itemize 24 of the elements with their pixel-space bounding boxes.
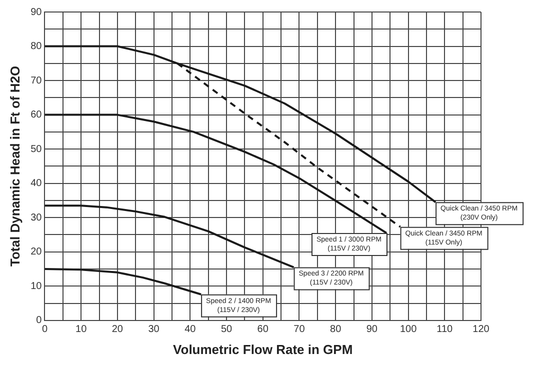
x-tick-label: 60: [257, 324, 269, 336]
y-axis-title: Total Dynamic Head in Ft of H2O: [7, 66, 22, 266]
x-tick-label: 40: [184, 324, 196, 336]
y-tick-label: 90: [30, 6, 42, 18]
x-tick-label: 110: [436, 324, 454, 336]
y-tick-label: 40: [30, 178, 42, 190]
x-tick-label: 30: [148, 324, 160, 336]
x-tick-label: 120: [472, 324, 490, 336]
x-tick-label: 80: [330, 324, 342, 336]
x-tick-label: 10: [76, 324, 88, 336]
y-tick-label: 70: [30, 75, 42, 86]
y-tick-label: 50: [30, 144, 42, 155]
y-tick-label: 0: [36, 315, 42, 326]
x-tick-label: 20: [112, 324, 124, 336]
y-tick-label: 30: [30, 212, 42, 224]
y-tick-label: 60: [30, 110, 42, 121]
x-axis-title: Volumetric Flow Rate in GPM: [173, 342, 353, 357]
y-tick-label: 20: [30, 246, 42, 258]
y-tick-label: 80: [30, 41, 42, 52]
y-tick-label: 10: [30, 280, 42, 292]
x-tick-label: 90: [366, 324, 378, 336]
x-tick-label: 100: [400, 324, 418, 336]
x-tick-label: 70: [294, 324, 306, 336]
x-tick-label: 50: [220, 324, 233, 336]
